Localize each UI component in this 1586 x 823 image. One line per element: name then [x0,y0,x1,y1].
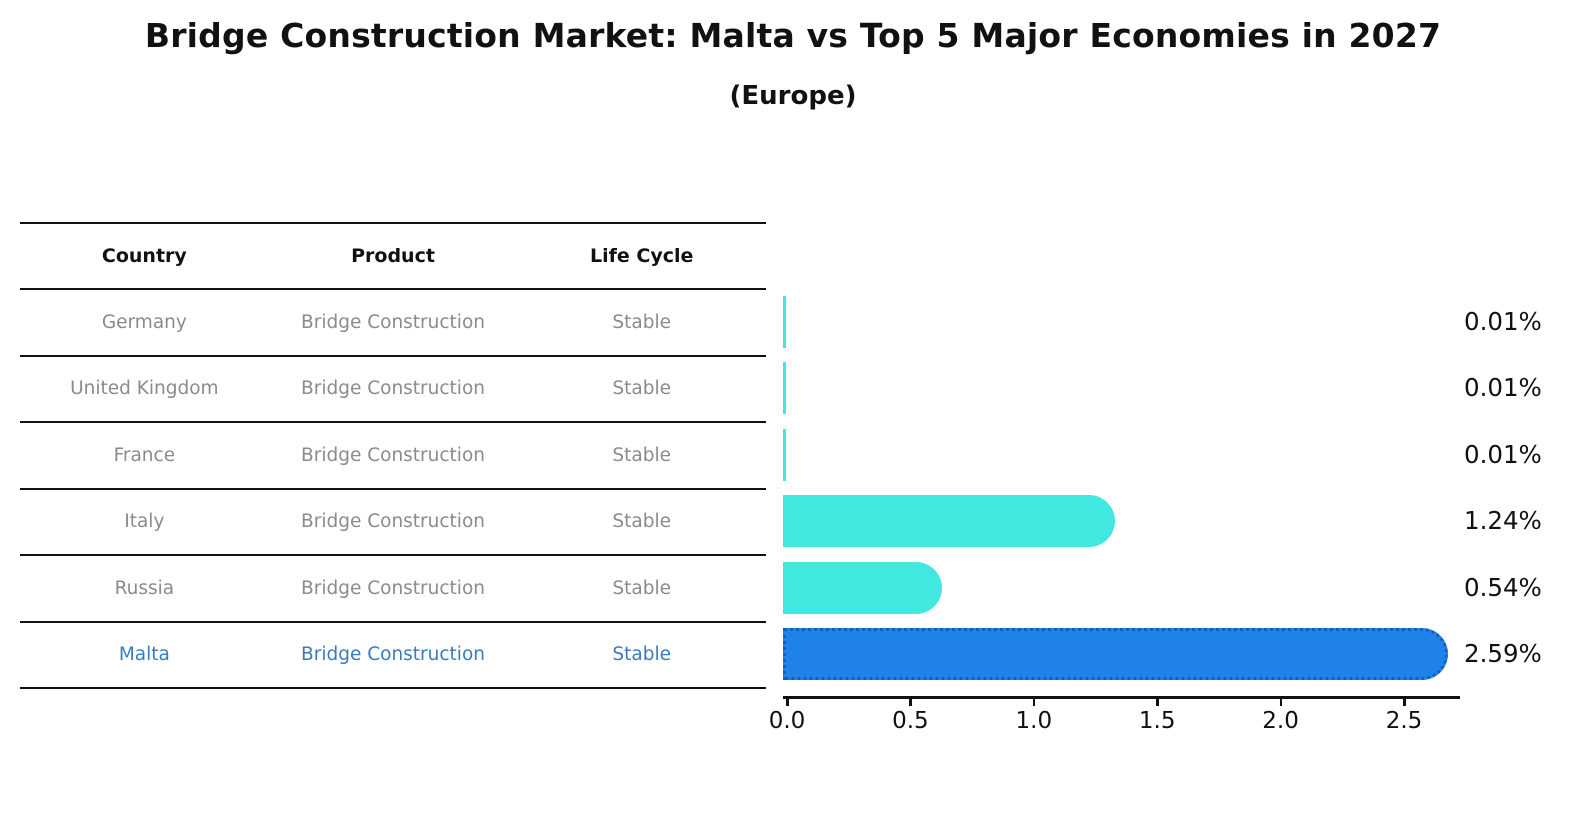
cell-product: Bridge Construction [301,644,485,666]
column-header-life-cycle: Life Cycle [589,245,694,267]
cell-life-cycle: Stable [612,378,671,400]
x-axis-tick-label: 1.5 [1138,708,1176,734]
table-row: France Bridge Construction Stable [20,423,766,490]
column-header-product: Product [351,245,435,267]
bar-germany [783,296,786,348]
value-label-russia: 0.54% [1464,572,1542,602]
bar-france [783,428,786,481]
x-axis-line [783,696,1460,699]
cell-country: Germany [101,311,187,333]
x-axis-tick-label: 2.5 [1385,708,1423,734]
cell-product: Bridge Construction [301,378,485,400]
country-table: Country Product Life Cycle Germany Bridg… [20,222,766,689]
bar-malta [783,628,1449,680]
cell-product: Bridge Construction [301,444,485,466]
cell-life-cycle: Stable [612,577,671,599]
x-axis-tick [1279,698,1283,706]
table-row: Italy Bridge Construction Stable [20,490,766,556]
cell-country: Italy [124,511,165,533]
value-label-malta: 2.59% [1464,639,1542,668]
cell-life-cycle: Stable [612,311,671,333]
column-header-country: Country [101,245,187,267]
x-axis-tick [1032,698,1036,706]
cell-product: Bridge Construction [301,311,485,333]
x-axis-tick [786,698,789,706]
cell-life-cycle: Stable [612,444,671,466]
table-row: Germany Bridge Construction Stable [20,290,766,357]
cell-life-cycle: Stable [612,511,671,533]
x-axis-tick-label: 0.0 [768,708,806,734]
cell-product: Bridge Construction [301,511,485,533]
bar-russia [783,561,943,614]
chart-title: Bridge Construction Market: Malta vs Top… [144,16,1442,55]
chart-subtitle: (Europe) [729,81,857,111]
x-axis-tick [909,698,912,706]
x-axis-tick-label: 1.0 [1015,708,1053,734]
cell-country: Russia [114,577,175,599]
table-header-row: Country Product Life Cycle [20,224,766,290]
bar-italy [783,495,1116,548]
table-row: United Kingdom Bridge Construction Stabl… [20,357,766,423]
value-label-france: 0.01% [1464,439,1542,469]
x-axis-tick-label: 2.0 [1262,708,1299,734]
value-label-germany: 0.01% [1464,307,1542,336]
x-axis-tick [1403,698,1406,706]
value-label-united-kingdom: 0.01% [1464,373,1542,403]
cell-product: Bridge Construction [301,577,485,599]
cell-life-cycle: Stable [612,644,671,666]
cell-country: France [113,444,176,466]
table-row: Russia Bridge Construction Stable [20,556,766,623]
cell-country: Malta [118,644,170,666]
table-row-malta-highlighted: Malta Bridge Construction Stable [20,623,766,689]
bar-united-kingdom [783,362,786,415]
value-label-italy: 1.24% [1464,506,1542,536]
x-axis-tick-label: 0.5 [892,708,929,734]
x-axis-tick [1156,698,1159,706]
cell-country: United Kingdom [70,378,219,400]
